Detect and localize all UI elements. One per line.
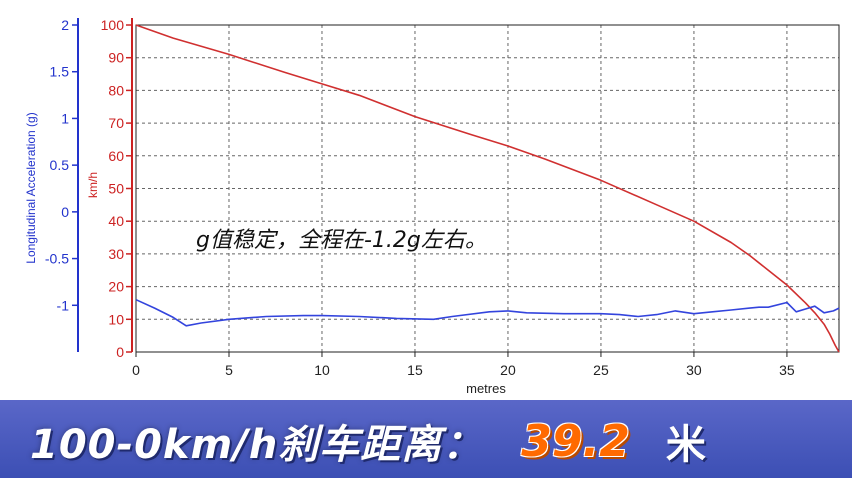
left-tick-label: 1 — [61, 110, 69, 126]
left-axis-ticks: 2 1.5 1 0.5 0 -0.5 -1 — [45, 17, 78, 313]
x-axis-label: metres — [466, 381, 506, 396]
left-tick-label: 0.5 — [50, 157, 70, 173]
speed-series-line — [135, 24, 840, 353]
x-tick-label: 30 — [686, 362, 702, 378]
banner-unit: 米 — [665, 422, 706, 468]
x-tick-label: 10 — [314, 362, 330, 378]
right-tick-label: 90 — [108, 50, 124, 66]
x-tick-label: 35 — [779, 362, 795, 378]
right-tick-label: 100 — [101, 17, 125, 33]
left-tick-label: 1.5 — [50, 64, 70, 80]
x-tick-label: 0 — [132, 362, 140, 378]
right-tick-label: 40 — [108, 213, 124, 229]
right-tick-label: 80 — [108, 82, 124, 98]
right-tick-label: 30 — [108, 246, 124, 262]
right-tick-label: 50 — [108, 181, 124, 197]
right-tick-label: 0 — [116, 344, 124, 360]
banner-distance-value: 39.2 — [521, 415, 630, 467]
grid — [136, 25, 839, 352]
x-tick-label: 20 — [500, 362, 516, 378]
series — [135, 24, 840, 353]
x-tick-label: 25 — [593, 362, 609, 378]
x-axis-ticks: 0 5 10 15 20 25 30 35 — [132, 352, 795, 378]
acceleration-series-line — [135, 298, 840, 327]
left-tick-label: -0.5 — [45, 251, 69, 267]
banner-label: 100-0km/h刹车距离： — [30, 422, 484, 468]
plot-area-frame — [135, 24, 840, 353]
right-tick-label: 70 — [108, 115, 124, 131]
left-tick-label: -1 — [57, 297, 70, 313]
right-axis-label: km/h — [86, 172, 100, 198]
right-tick-label: 10 — [108, 311, 124, 327]
banner-inner: 100-0km/h刹车距离： 39.2 米 — [8, 410, 844, 472]
result-banner: 100-0km/h刹车距离： 39.2 米 — [0, 400, 852, 478]
left-tick-label: 2 — [61, 17, 69, 33]
left-axis-label: Longitudinal Acceleration (g) — [24, 112, 38, 263]
x-tick-label: 15 — [407, 362, 423, 378]
left-tick-label: 0 — [61, 204, 69, 220]
chart-annotation: g值稳定，全程在-1.2g左右。 — [196, 228, 487, 253]
right-tick-label: 60 — [108, 148, 124, 164]
right-tick-label: 20 — [108, 279, 124, 295]
x-tick-label: 5 — [225, 362, 233, 378]
